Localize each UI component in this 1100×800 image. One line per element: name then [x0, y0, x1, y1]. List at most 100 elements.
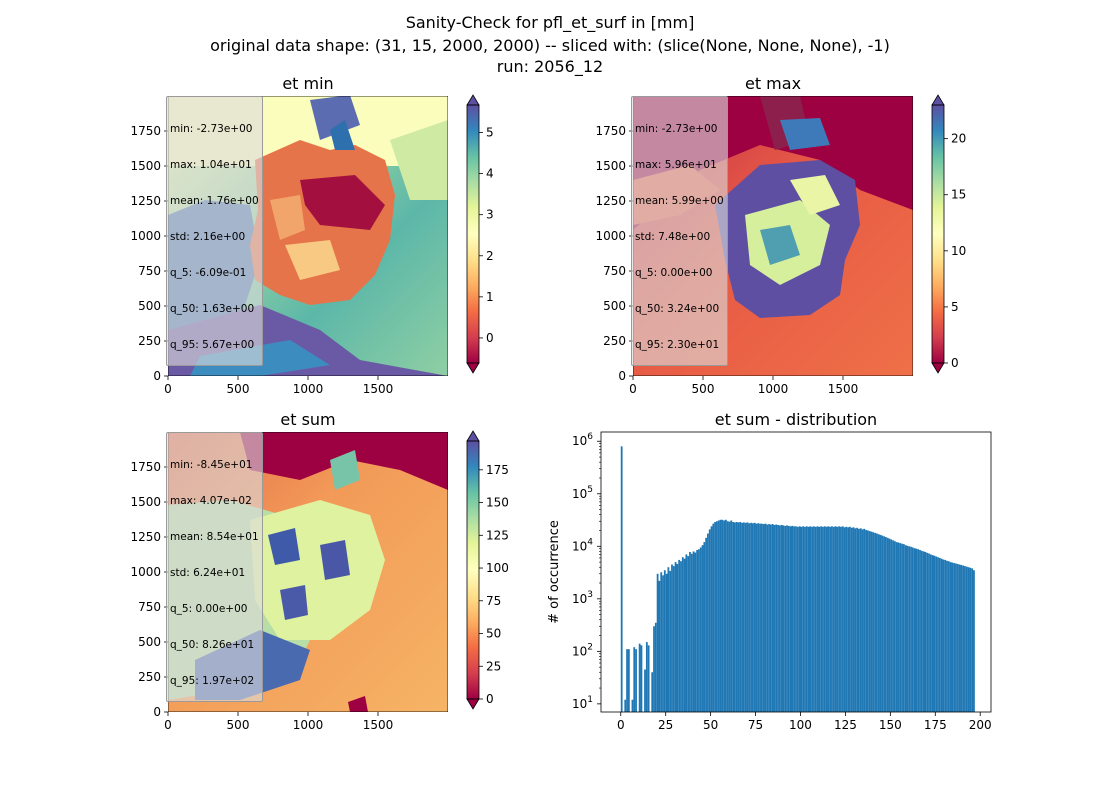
- histogram-bar: [827, 526, 830, 712]
- histogram-bar: [796, 526, 799, 712]
- colorbar-tick-label: 1: [486, 290, 494, 304]
- y-tick-label: 1750: [130, 124, 161, 138]
- histogram-bar: [942, 559, 945, 712]
- et-min-colorbar: 0 1 2 3 4 5: [466, 94, 494, 374]
- histogram-bar: [935, 556, 938, 712]
- histogram-bar: [663, 570, 666, 712]
- histogram-bar: [843, 527, 846, 712]
- x-tick-label: 0: [617, 718, 625, 732]
- histogram-bar: [699, 547, 702, 712]
- histogram-bar: [877, 534, 880, 712]
- y-tick-label: 500: [138, 299, 161, 313]
- histogram-bar: [787, 525, 790, 712]
- stats-box-et-max: min: -2.73e+00 max: 5.96e+01 mean: 5.99e…: [631, 96, 728, 366]
- histogram-bar: [775, 524, 778, 712]
- histogram-bar: [665, 573, 668, 712]
- histogram-bar: [811, 526, 814, 712]
- y-tick-label: 101: [572, 695, 593, 711]
- histogram-bar: [751, 523, 754, 712]
- x-tick-label: 0: [164, 382, 172, 396]
- histogram-bar: [929, 554, 932, 712]
- histogram-bar: [813, 526, 815, 712]
- histogram-bar: [924, 551, 927, 712]
- histogram-bar: [933, 555, 936, 712]
- histogram-frame: [600, 431, 992, 713]
- colorbar-tick-label: 175: [486, 463, 509, 477]
- histogram-bar: [919, 550, 921, 712]
- x-tick-label: 125: [834, 718, 857, 732]
- histogram-bar: [647, 645, 650, 712]
- histogram-bar: [635, 649, 637, 712]
- histogram-bar: [906, 545, 909, 712]
- histogram-bar: [960, 565, 963, 712]
- histogram-bar: [861, 529, 864, 712]
- y-tick-label: 750: [138, 264, 161, 278]
- histogram-bar: [712, 523, 715, 712]
- colorbar-frame: [466, 440, 480, 700]
- y-tick-label: 1750: [130, 460, 161, 474]
- x-tick-label: 50: [703, 718, 718, 732]
- histogram-bar: [789, 526, 792, 712]
- histogram-bar: [911, 547, 914, 712]
- histogram-bar: [791, 525, 794, 712]
- colorbar-tick-label: 15: [951, 188, 966, 202]
- et-max-colorbar: 0 5 10 15 20: [931, 94, 966, 374]
- y-tick-label: 1500: [130, 495, 161, 509]
- histogram-bar: [973, 570, 975, 712]
- histogram-bar: [847, 527, 850, 712]
- histogram-bar: [662, 575, 664, 712]
- histogram-bar: [816, 526, 819, 712]
- suptitle-line-2: original data shape: (31, 15, 2000, 2000…: [210, 36, 890, 55]
- histogram-bar: [890, 539, 893, 712]
- histogram-bar: [856, 527, 859, 712]
- stat-min: min: -2.73e+00: [170, 123, 253, 135]
- histogram-bar: [710, 526, 713, 712]
- histogram-bar: [705, 537, 708, 712]
- colorbar-extend-max: [466, 94, 480, 106]
- histogram-bar: [687, 556, 690, 712]
- histogram-bar: [874, 532, 876, 712]
- y-tick-label: 0: [618, 369, 626, 383]
- histogram-bar: [955, 563, 957, 712]
- histogram-bar: [807, 526, 810, 712]
- stat-std: std: 7.48e+00: [635, 231, 711, 243]
- stat-mean: mean: 5.99e+00: [635, 195, 724, 207]
- suptitle-line-3: run: 2056_12: [496, 57, 604, 76]
- histogram-bar: [902, 544, 905, 712]
- histogram-bar: [854, 528, 857, 712]
- histogram-bar: [624, 699, 627, 712]
- y-tick-label: 500: [603, 299, 626, 313]
- colorbar-gradient: [467, 105, 479, 363]
- histogram-bar: [915, 548, 918, 712]
- x-tick-label: 1000: [293, 718, 324, 732]
- histogram-bar: [964, 566, 966, 712]
- colorbar-tick-label: 5: [486, 126, 494, 140]
- colorbar-tick-label: 125: [486, 528, 509, 542]
- histogram-bar: [782, 525, 785, 712]
- histogram-bar: [868, 531, 871, 712]
- histogram-bar: [879, 534, 882, 712]
- panel-title-et-sum: et sum: [280, 410, 335, 429]
- panel-et-sum-distribution: et sum - distribution 0 25 50 75 100 125 150 17…: [547, 410, 992, 732]
- histogram-bar: [755, 523, 758, 712]
- histogram-bar: [872, 532, 875, 712]
- histogram-bar: [858, 528, 860, 712]
- histogram-bar: [768, 524, 770, 712]
- histogram-bar: [683, 558, 686, 712]
- stat-min: min: -2.73e+00: [635, 123, 718, 135]
- stat-min: min: -8.45e+01: [170, 459, 253, 471]
- histogram-bar: [825, 526, 828, 712]
- et-sum-colorbar: 0 25 50 75 100 125 150 175: [466, 430, 509, 710]
- y-tick-label: 1750: [595, 124, 626, 138]
- histogram-bar: [795, 526, 797, 712]
- histogram-bar: [865, 529, 867, 712]
- stat-q5: q_5: 0.00e+00: [635, 267, 713, 279]
- colorbar-tick-label: 3: [486, 208, 494, 222]
- histogram-bar: [631, 699, 634, 712]
- x-tick-label: 500: [692, 382, 715, 396]
- histogram-bar: [910, 546, 912, 712]
- histogram-bar: [883, 536, 885, 712]
- histogram-bar: [818, 526, 821, 712]
- histogram-bar: [726, 521, 729, 712]
- histogram-bar: [969, 567, 972, 712]
